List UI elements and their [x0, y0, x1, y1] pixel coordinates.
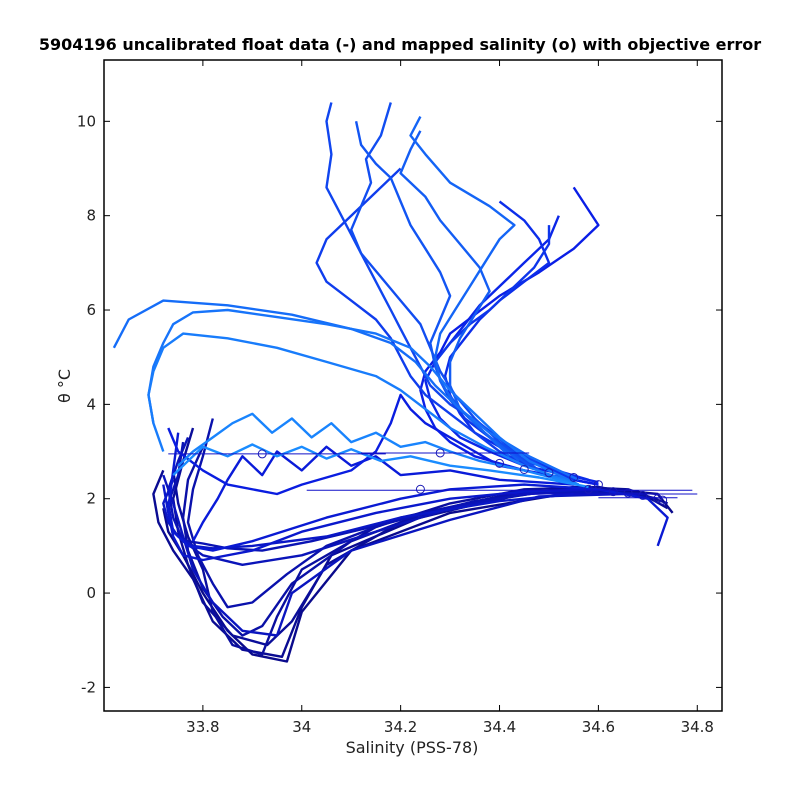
mapped-salinity-marker	[638, 490, 648, 500]
x-tick-label: 34	[292, 718, 311, 736]
x-axis-label: Salinity (PSS-78)	[346, 738, 479, 757]
y-tick-label: 2	[86, 490, 96, 508]
x-tick-label: 34.6	[582, 718, 615, 736]
mapped-salinity-marker	[415, 484, 425, 494]
mapped-salinity-marker	[623, 488, 633, 498]
x-tick-label: 34.2	[384, 718, 417, 736]
y-axis-ticks: -2 0 2 4 6 8 10	[77, 112, 722, 696]
mapped-salinity-marker	[658, 495, 668, 505]
profile-curve	[315, 167, 550, 477]
profile-curve	[350, 102, 540, 472]
profile-curve	[354, 121, 530, 467]
x-tick-label: 33.8	[186, 718, 219, 736]
y-tick-label: 10	[77, 112, 96, 130]
profile-curve	[172, 443, 589, 489]
mapped-salinity-marker	[519, 464, 529, 474]
objective-error-bars	[168, 452, 698, 499]
profile-curve	[399, 130, 521, 462]
profile-curve	[172, 470, 658, 656]
mapped-salinity-markers	[257, 448, 668, 505]
x-tick-label: 34.4	[483, 718, 516, 736]
x-tick-label: 34.8	[681, 718, 714, 736]
profile-curve	[419, 186, 600, 486]
profile-curve	[147, 308, 580, 486]
profile-curve	[162, 479, 574, 550]
profile-curve	[177, 412, 579, 486]
x-axis-ticks: 33.8 34 34.2 34.4 34.6 34.8	[186, 60, 714, 736]
y-tick-label: 0	[86, 584, 96, 602]
profile-curve	[191, 445, 574, 542]
mapped-salinity-marker	[653, 494, 663, 504]
y-tick-label: 4	[86, 395, 96, 413]
profile-curve	[162, 474, 624, 637]
mapped-salinity-marker	[608, 487, 618, 497]
profile-curves	[112, 102, 674, 663]
profile-curve	[325, 102, 550, 472]
mapped-salinity-marker	[495, 458, 505, 468]
profile-curve	[167, 393, 599, 496]
y-axis-label: θ °C	[55, 369, 74, 403]
profile-curve	[147, 332, 579, 486]
mapped-salinity-marker	[569, 472, 579, 482]
profile-curve	[112, 299, 580, 481]
y-tick-label: 8	[86, 207, 96, 225]
profile-curve	[152, 469, 669, 658]
chart-title: 5904196 uncalibrated float data (-) and …	[38, 35, 762, 54]
y-tick-label: -2	[81, 678, 96, 696]
mapped-salinity-marker	[584, 484, 594, 494]
profile-curve	[409, 116, 516, 458]
plot-frame	[103, 59, 723, 712]
mapped-salinity-marker	[593, 480, 603, 490]
mapped-salinity-marker	[544, 468, 554, 478]
y-tick-label: 6	[86, 301, 96, 319]
